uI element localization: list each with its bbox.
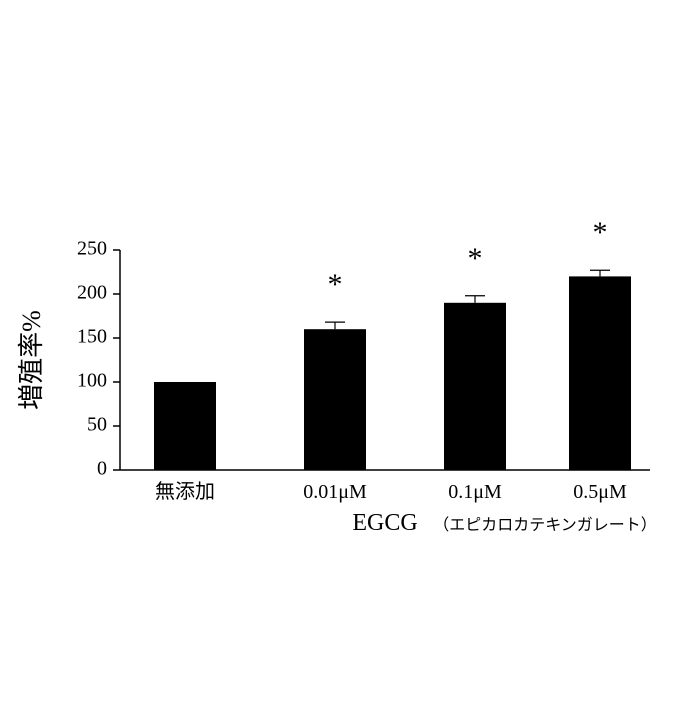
y-tick-label: 100 [77,370,107,392]
x-axis-label-main: EGCG [352,510,417,536]
chart-svg: 0 50 100 150 200 250 無添加 * 0.01μM * 0.1μM * 0.5μM 増殖率… [0,0,700,700]
bar [304,329,366,470]
y-tick-label: 150 [77,326,107,348]
y-tick-label: 50 [87,414,107,436]
y-axis-label: 増殖率% [17,310,46,410]
significance-marker: * [593,216,608,249]
x-tick-label: 無添加 [155,480,215,503]
bar [569,276,631,470]
bar [444,303,506,470]
bar [154,382,216,470]
x-tick-label: 0.5μM [573,481,627,503]
x-axis-label-sub: （エピカロカテキンガレート） [433,516,657,534]
y-tick-label: 200 [77,282,107,304]
significance-marker: * [468,242,483,275]
x-tick-label: 0.1μM [448,481,502,503]
y-tick-label: 0 [97,458,107,480]
x-tick-label: 0.01μM [303,481,367,503]
bar-chart: 0 50 100 150 200 250 無添加 * 0.01μM * 0.1μM * 0.5μM 増殖率… [0,0,700,700]
y-tick-label: 250 [77,238,107,260]
significance-marker: * [328,268,343,301]
